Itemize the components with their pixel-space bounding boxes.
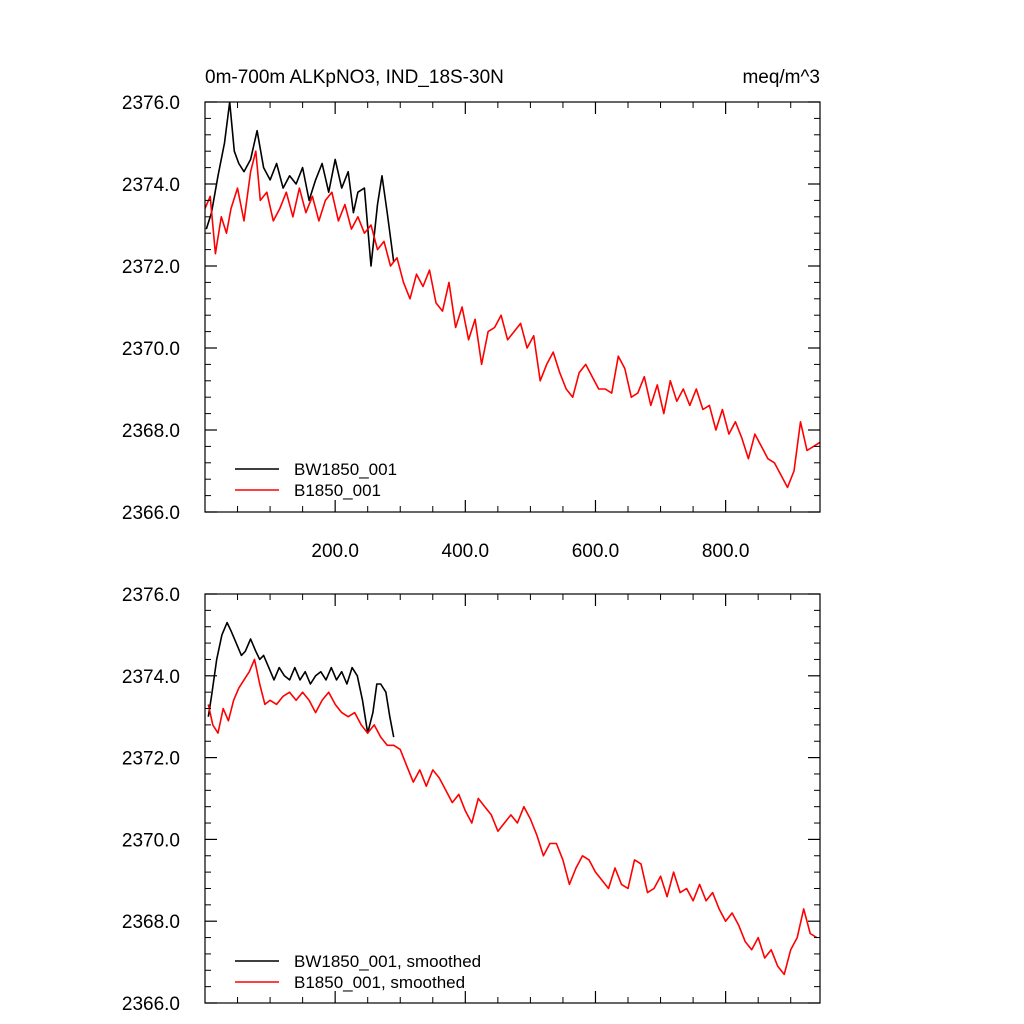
bottom-plot-lines: [207, 621, 818, 976]
y-tick-label: 2368.0: [122, 421, 180, 442]
plot-frame: [204, 101, 821, 513]
bottom-plot-axes: [204, 593, 821, 1004]
top-panel: 0m-700m ALKpNO3, IND_18S-30N meq/m^3 236…: [122, 67, 821, 562]
top-legend-label-bw1850: BW1850_001: [294, 460, 397, 479]
bottom-legend-label-b1850: B1850_001, smoothed: [294, 973, 465, 992]
y-tick-label: 2370.0: [122, 830, 180, 851]
bottom-legend-label-bw1850: BW1850_001, smoothed: [294, 952, 481, 971]
y-tick-label: 2368.0: [122, 912, 180, 933]
top-chart-title: 0m-700m ALKpNO3, IND_18S-30N: [205, 67, 504, 88]
bottom-legend: BW1850_001, smoothed B1850_001, smoothed: [235, 952, 481, 992]
plot-frame: [204, 593, 821, 1004]
y-tick-label: 2366.0: [122, 994, 180, 1015]
bottom-panel: 2366.0 2368.0 2370.0 2372.0 2374.0 2376.0 BW1…: [122, 585, 821, 1015]
y-tick-label: 2374.0: [122, 667, 180, 688]
y-tick-label: 2366.0: [122, 503, 180, 524]
top-x-tick-labels: 200.0 400.0 600.0 800.0: [311, 541, 749, 562]
x-tick-label: 200.0: [311, 541, 359, 562]
top-legend-label-b1850: B1850_001: [294, 481, 381, 500]
x-tick-label: 400.0: [442, 541, 490, 562]
y-tick-label: 2374.0: [122, 175, 180, 196]
series-line-bw1850-top: [205, 102, 395, 267]
series-line-b1850-bottom: [207, 658, 818, 976]
bottom-y-tick-labels: 2366.0 2368.0 2370.0 2372.0 2374.0 2376.0: [122, 585, 180, 1015]
x-tick-label: 600.0: [572, 541, 620, 562]
y-tick-label: 2376.0: [122, 585, 180, 606]
series-line-b1850-top: [205, 150, 820, 489]
top-y-tick-labels: 2366.0 2368.0 2370.0 2372.0 2374.0 2376.0: [122, 93, 180, 524]
y-tick-label: 2372.0: [122, 257, 180, 278]
top-legend: BW1850_001 B1850_001: [235, 460, 397, 500]
y-tick-label: 2372.0: [122, 749, 180, 770]
y-tick-label: 2370.0: [122, 339, 180, 360]
top-chart-units: meq/m^3: [742, 67, 820, 88]
y-tick-label: 2376.0: [122, 93, 180, 114]
top-plot-axes: [204, 101, 821, 513]
x-tick-label: 800.0: [702, 541, 750, 562]
top-plot-lines: [205, 102, 820, 489]
series-line-bw1850-bottom: [207, 621, 395, 738]
